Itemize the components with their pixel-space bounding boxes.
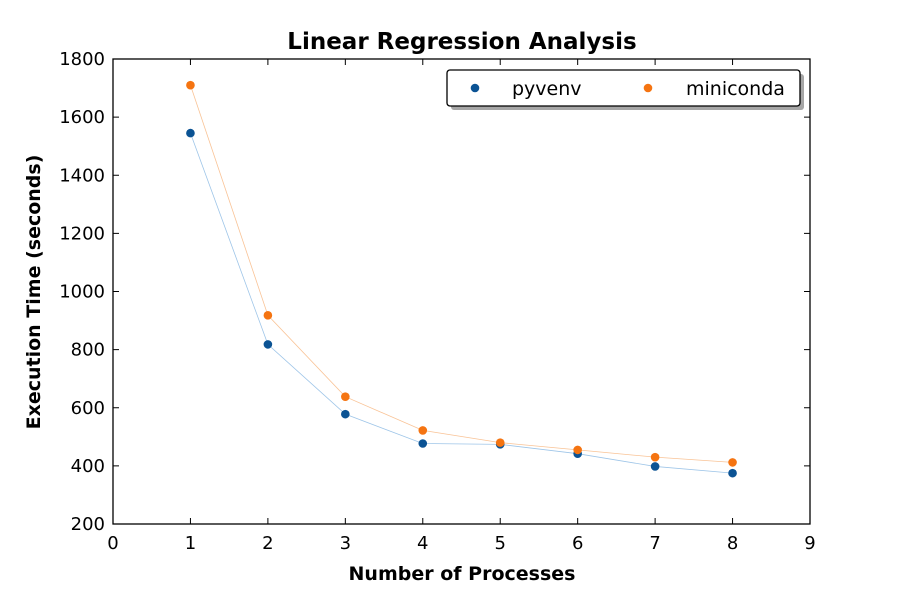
data-point-miniconda-6: [573, 445, 582, 455]
series-line-miniconda: [190, 85, 733, 463]
legend-marker-miniconda: [643, 83, 653, 93]
y-tick-label: 200: [71, 514, 105, 535]
legend-marker-pyvenv: [470, 83, 480, 93]
y-tick-label: 1600: [59, 107, 105, 128]
data-point-pyvenv-2: [263, 340, 273, 349]
data-point-pyvenv-3: [341, 409, 350, 419]
y-tick-label: 400: [71, 456, 105, 477]
data-point-miniconda-3: [341, 392, 350, 402]
y-tick-label: 600: [71, 398, 105, 419]
data-point-miniconda-8: [728, 458, 737, 467]
data-point-miniconda-1: [186, 80, 195, 90]
legend: [446, 69, 801, 107]
axes-frame: [112, 58, 811, 525]
data-point-miniconda-4: [418, 426, 428, 435]
x-tick-label: 5: [494, 533, 505, 554]
data-point-miniconda-5: [495, 438, 505, 447]
y-tick-label: 1400: [59, 165, 105, 186]
y-tick-label: 1200: [59, 223, 105, 244]
x-tick-label: 0: [107, 533, 118, 554]
legend-label-pyvenv: pyvenv: [512, 78, 582, 100]
x-tick-label: 7: [649, 533, 660, 554]
series-line-pyvenv: [190, 132, 733, 474]
x-tick-label: 9: [804, 533, 815, 554]
x-tick-label: 2: [262, 533, 273, 554]
data-point-pyvenv-4: [418, 439, 428, 448]
x-tick-label: 3: [340, 533, 351, 554]
data-point-miniconda-7: [650, 452, 660, 462]
x-axis-label: Number of Processes: [349, 563, 576, 585]
data-point-pyvenv-7: [650, 462, 660, 471]
x-tick-label: 8: [727, 533, 738, 554]
y-tick-label: 1000: [59, 282, 105, 303]
x-tick-label: 1: [185, 533, 196, 554]
chart-title: Linear Regression Analysis: [287, 29, 636, 55]
legend-label-miniconda: miniconda: [686, 78, 785, 100]
data-point-miniconda-2: [263, 311, 273, 320]
data-point-pyvenv-8: [728, 468, 737, 478]
x-tick-label: 6: [572, 533, 583, 554]
y-tick-label: 1800: [59, 49, 105, 70]
y-tick-label: 800: [71, 340, 105, 361]
plot-area: 0 1 2 3 4 5 6 7 8 9 200 400 600 800 1000 1200 1400 1600 18…: [59, 49, 816, 554]
data-point-pyvenv-1: [186, 128, 195, 138]
y-axis-label: Execution Time (seconds): [23, 155, 45, 430]
x-tick-label: 4: [417, 533, 428, 554]
